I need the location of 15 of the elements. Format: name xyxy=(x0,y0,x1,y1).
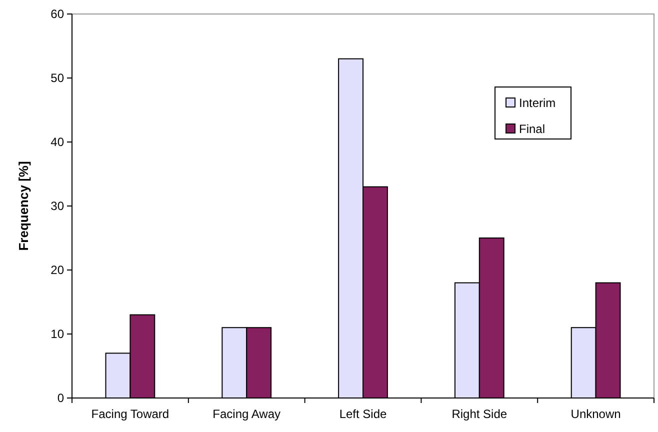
legend-label: Interim xyxy=(519,96,556,110)
y-tick-label: 50 xyxy=(50,71,64,86)
y-tick-label: 10 xyxy=(50,327,64,342)
x-tick-label: Facing Toward xyxy=(91,407,170,421)
y-axis-title: Frequency [%] xyxy=(16,161,31,251)
x-tick-label: Left Side xyxy=(339,407,388,421)
y-tick-label: 0 xyxy=(57,391,64,406)
legend-label: Final xyxy=(519,122,546,136)
x-tick-label: Unknown xyxy=(570,407,621,421)
y-tick-label: 20 xyxy=(50,263,64,278)
x-tick-label: Right Side xyxy=(452,407,508,421)
y-tick-label: 40 xyxy=(50,135,64,150)
x-tick-label: Facing Away xyxy=(212,407,281,421)
y-tick-label: 30 xyxy=(50,199,64,214)
y-tick-label: 60 xyxy=(50,7,64,22)
